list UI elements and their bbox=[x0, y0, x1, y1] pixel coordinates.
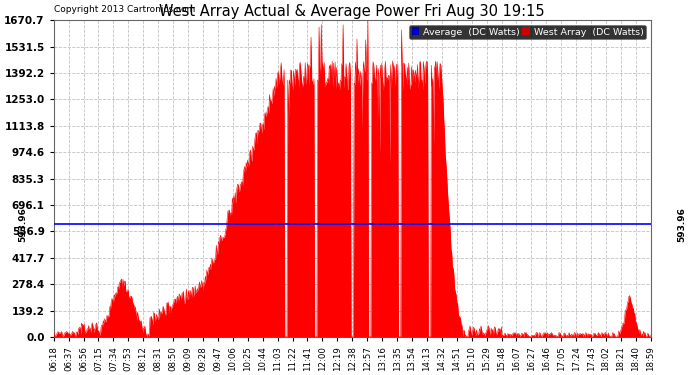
Title: West Array Actual & Average Power Fri Aug 30 19:15: West Array Actual & Average Power Fri Au… bbox=[159, 4, 545, 19]
Text: 593.96: 593.96 bbox=[677, 207, 686, 242]
Text: 593.96: 593.96 bbox=[19, 207, 28, 242]
Text: Copyright 2013 Cartronics.com: Copyright 2013 Cartronics.com bbox=[54, 5, 195, 14]
Legend: Average  (DC Watts), West Array  (DC Watts): Average (DC Watts), West Array (DC Watts… bbox=[409, 25, 646, 39]
